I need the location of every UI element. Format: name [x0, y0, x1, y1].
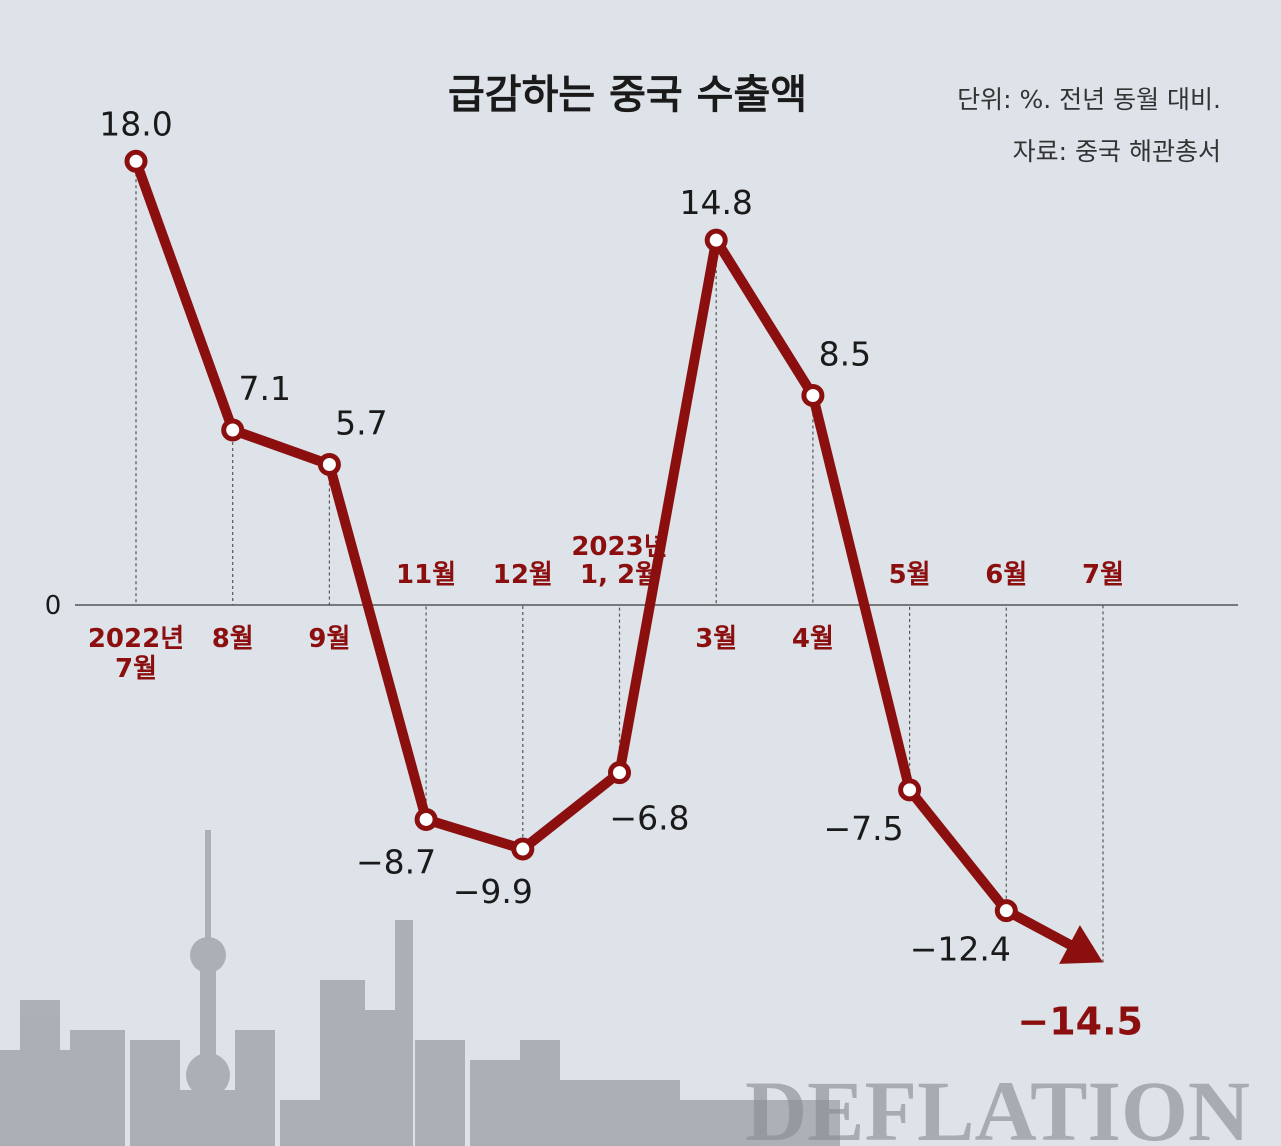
- data-point: [511, 837, 535, 861]
- final-arrowhead: [1059, 925, 1103, 964]
- value-label: 7.1: [238, 369, 290, 408]
- category-label: 6월: [985, 560, 1027, 590]
- value-label: −12.4: [910, 930, 1011, 969]
- data-point: [124, 149, 148, 173]
- category-label: 3월: [695, 624, 737, 654]
- watermark-text: DEFLATION: [745, 1063, 1250, 1146]
- category-label: 7월: [115, 654, 157, 684]
- zero-label: 0: [45, 591, 62, 621]
- category-label: 7월: [1082, 560, 1124, 590]
- category-label: 12월: [493, 560, 553, 590]
- data-point: [994, 899, 1018, 923]
- data-points: [124, 149, 1103, 964]
- value-label: −14.5: [1017, 999, 1143, 1043]
- value-label: −9.9: [453, 872, 533, 911]
- value-label: −8.7: [356, 842, 436, 881]
- value-label: 5.7: [335, 403, 387, 442]
- data-point: [221, 418, 245, 442]
- value-label: −7.5: [824, 809, 904, 848]
- category-label: 11월: [396, 560, 456, 590]
- data-point: [317, 452, 341, 476]
- category-label: 8월: [212, 624, 254, 654]
- chart-title: 급감하는 중국 수출액: [448, 72, 808, 118]
- category-label: 2022년: [88, 624, 184, 654]
- droplines: [135, 161, 1104, 963]
- value-label: −6.8: [609, 799, 689, 838]
- category-label: 4월: [792, 624, 834, 654]
- source-note: 자료: 중국 해관총서: [1012, 137, 1221, 166]
- data-point: [704, 228, 728, 252]
- value-label: 18.0: [99, 104, 172, 143]
- value-label: 14.8: [679, 183, 752, 222]
- value-label: 8.5: [819, 334, 871, 373]
- data-point: [898, 778, 922, 802]
- category-label: 2023년: [571, 532, 667, 562]
- data-point: [801, 383, 825, 407]
- category-label: 1, 2월: [580, 560, 659, 590]
- unit-note: 단위: %. 전년 동월 대비.: [957, 85, 1221, 114]
- city-skyline-illustration: [0, 830, 840, 1146]
- category-label: 5월: [889, 560, 931, 590]
- data-point: [608, 761, 631, 785]
- value-labels: 18.0 7.1 5.7 −8.7 −9.9 −6.8 14.8 8.5 −7.5 −12.4−1…: [99, 104, 1143, 1043]
- data-point: [414, 807, 438, 831]
- category-label: 9월: [308, 624, 350, 654]
